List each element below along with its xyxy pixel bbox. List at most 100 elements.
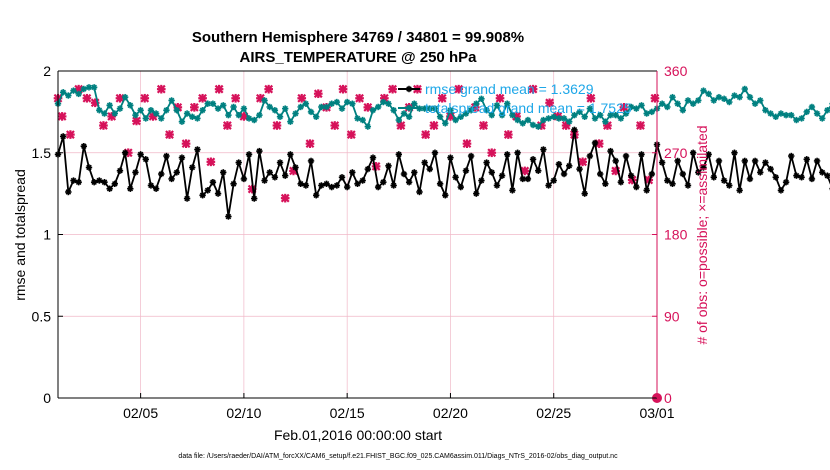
series-point-rmse xyxy=(504,151,511,158)
obs-assimilated-point xyxy=(619,102,629,112)
series-point-totalspread xyxy=(643,110,650,117)
series-point-rmse xyxy=(596,170,604,178)
series-point-totalspread xyxy=(312,113,320,120)
series-point-totalspread xyxy=(292,110,299,117)
series-point-rmse xyxy=(674,157,681,165)
series-point-rmse xyxy=(679,170,687,178)
series-point-totalspread xyxy=(627,103,635,111)
series-point-rmse xyxy=(183,195,191,202)
series-point-rmse xyxy=(431,149,439,156)
series-point-totalspread xyxy=(349,100,356,107)
series-point-totalspread xyxy=(715,93,723,101)
series-point-rmse xyxy=(194,146,201,153)
series-point-totalspread xyxy=(669,93,676,101)
series-point-totalspread xyxy=(617,115,625,122)
series-point-totalspread xyxy=(602,118,609,125)
series-point-totalspread xyxy=(168,97,175,104)
series-point-rmse xyxy=(566,162,573,170)
series-point-totalspread xyxy=(762,107,769,114)
series-point-rmse xyxy=(256,147,263,155)
series-point-rmse xyxy=(395,151,403,158)
obs-assimilated-point xyxy=(330,121,340,130)
series-point-rmse xyxy=(163,152,170,160)
series-point-totalspread xyxy=(220,102,227,109)
series-point-rmse xyxy=(96,177,103,184)
series-point-rmse xyxy=(338,174,346,181)
series-point-totalspread xyxy=(354,115,361,122)
series-point-rmse xyxy=(235,159,242,166)
series-point-totalspread xyxy=(550,113,557,120)
y-right-tick-label: 360 xyxy=(664,63,688,79)
series-point-totalspread xyxy=(158,115,165,122)
series-point-totalspread xyxy=(674,100,681,107)
obs-assimilated-point xyxy=(99,121,108,130)
series-point-totalspread xyxy=(183,110,191,117)
series-point-rmse xyxy=(225,213,232,220)
series-point-rmse xyxy=(576,165,583,173)
series-point-totalspread xyxy=(596,111,604,119)
obs-assimilated-point xyxy=(479,121,488,130)
series-point-totalspread xyxy=(798,115,805,122)
series-point-rmse xyxy=(720,177,728,184)
series-point-totalspread xyxy=(405,113,413,120)
series-point-rmse xyxy=(106,185,113,192)
series-point-rmse xyxy=(498,172,506,179)
obs-assimilated-point xyxy=(462,139,472,149)
series-point-totalspread xyxy=(710,97,718,104)
obs-assimilated-point xyxy=(165,130,174,139)
series-point-rmse xyxy=(452,174,459,181)
obs-assimilated-point xyxy=(545,98,554,108)
obs-assimilated-point xyxy=(313,89,323,99)
series-point-rmse xyxy=(158,170,165,178)
series-point-totalspread xyxy=(266,103,273,111)
series-point-totalspread xyxy=(411,100,418,107)
series-point-totalspread xyxy=(555,115,563,122)
series-point-totalspread xyxy=(777,110,785,117)
series-point-totalspread xyxy=(731,92,738,99)
obs-assimilated-point xyxy=(206,157,216,167)
series-point-totalspread xyxy=(746,93,754,101)
y-tick-label: 1.5 xyxy=(32,145,52,161)
series-point-rmse xyxy=(85,164,93,171)
y-axis-label: rmse and totalspread xyxy=(12,169,28,301)
series-point-totalspread xyxy=(700,87,707,94)
series-point-rmse xyxy=(75,178,82,186)
series-point-totalspread xyxy=(689,100,697,107)
series-point-totalspread xyxy=(147,107,155,114)
series-point-rmse xyxy=(813,157,821,165)
y-tick-label: 0.5 xyxy=(32,308,52,324)
obs-assimilated-point xyxy=(231,93,241,103)
series-point-totalspread xyxy=(560,115,568,122)
series-point-totalspread xyxy=(436,113,444,120)
series-point-rmse xyxy=(622,152,630,160)
obs-assimilated-point xyxy=(503,130,513,139)
series-point-rmse xyxy=(695,169,702,176)
series-point-totalspread xyxy=(803,108,810,116)
series-point-totalspread xyxy=(209,100,217,107)
series-point-rmse xyxy=(772,174,779,181)
series-point-rmse xyxy=(529,156,537,163)
obs-assimilated-point xyxy=(189,102,199,112)
series-point-rmse xyxy=(767,165,774,173)
obs-assimilated-point xyxy=(132,116,141,126)
series-point-rmse xyxy=(220,169,227,176)
series-point-rmse xyxy=(545,182,552,189)
series-point-rmse xyxy=(669,180,676,188)
series-point-rmse xyxy=(710,174,718,181)
series-point-rmse xyxy=(385,162,392,170)
series-point-totalspread xyxy=(772,113,779,120)
legend-entry-rmse: rmse grand mean = 1.3629 xyxy=(425,81,594,97)
series-point-totalspread xyxy=(307,108,315,116)
series-point-rmse xyxy=(240,175,248,183)
series-point-totalspread xyxy=(173,107,180,114)
series-point-totalspread xyxy=(240,105,248,112)
series-point-totalspread xyxy=(380,98,387,106)
series-point-totalspread xyxy=(488,111,495,119)
series-point-rmse xyxy=(633,183,640,191)
series-point-rmse xyxy=(80,143,88,150)
series-point-rmse xyxy=(426,165,433,173)
series-point-totalspread xyxy=(245,115,253,122)
y-right-tick-label: 0 xyxy=(664,390,672,406)
legend-marker-rmse xyxy=(405,85,413,93)
series-point-rmse xyxy=(793,172,800,179)
